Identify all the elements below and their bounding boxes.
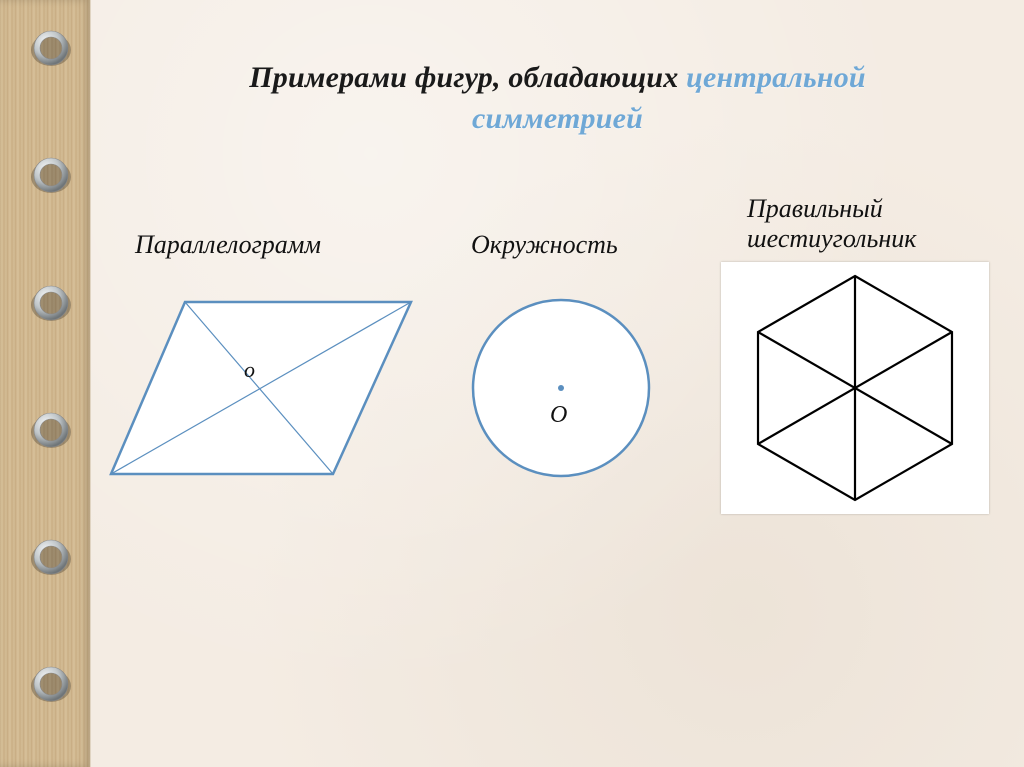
center-label-parallelogram: о (244, 357, 255, 383)
label-hexagon: Правильный шестиугольник (747, 194, 987, 254)
slide-page: Примерами фигур, обладающих центральной … (0, 0, 1024, 767)
label-circle: Окружность (471, 230, 618, 260)
figure-parallelogram (103, 283, 423, 493)
circle-svg (436, 283, 686, 493)
binder-ring (28, 25, 74, 71)
slide-content: Примерами фигур, обладающих центральной … (90, 0, 1024, 767)
figure-circle (436, 283, 686, 493)
binder-ring (28, 280, 74, 326)
parallelogram-svg (103, 283, 423, 493)
binder-ring (28, 152, 74, 198)
center-label-circle: О (550, 402, 567, 429)
binder-ring (28, 407, 74, 453)
binder-ring (28, 534, 74, 580)
title-text-accent: центральной (686, 61, 866, 94)
label-parallelogram: Параллелограмм (135, 230, 321, 260)
title-text-accent-2: симметрией (472, 102, 643, 135)
hexagon-svg (727, 268, 983, 508)
notebook-binding (0, 0, 90, 767)
figure-hexagon (721, 262, 989, 514)
binder-ring (28, 661, 74, 707)
title-text-main: Примерами фигур, обладающих (249, 61, 686, 94)
slide-title: Примерами фигур, обладающих центральной … (138, 58, 978, 139)
